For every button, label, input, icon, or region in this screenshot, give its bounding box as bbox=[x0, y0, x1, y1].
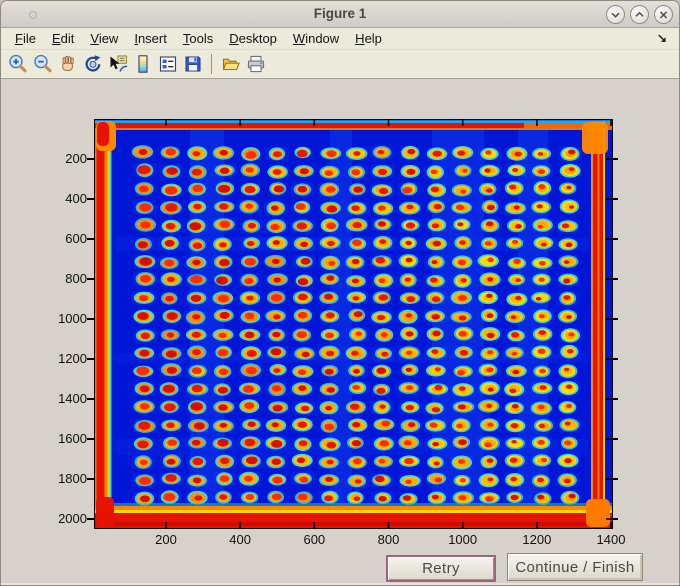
menu-item-insert[interactable]: Insert bbox=[134, 31, 167, 46]
chevron-down-icon bbox=[611, 12, 620, 18]
y-tick-mark-right bbox=[613, 158, 618, 160]
x-tick-label: 600 bbox=[303, 532, 326, 547]
continue-finish-button[interactable]: Continue / Finish bbox=[507, 553, 643, 581]
open-file-icon bbox=[222, 58, 240, 71]
insert-colorbar-icon bbox=[137, 55, 148, 73]
save-figure-icon bbox=[185, 56, 200, 72]
y-tick-mark-right bbox=[613, 478, 618, 480]
menu-item-help[interactable]: Help bbox=[355, 31, 382, 46]
print-figure-button[interactable] bbox=[244, 53, 267, 76]
chevron-up-icon bbox=[635, 11, 644, 17]
y-tick-mark bbox=[87, 278, 94, 280]
y-tick-label: 1600 bbox=[58, 431, 87, 446]
continue-finish-button-label: Continue / Finish bbox=[515, 558, 635, 576]
retry-button[interactable]: Retry bbox=[386, 555, 496, 582]
menu-item-desktop[interactable]: Desktop bbox=[229, 31, 277, 46]
zoom-in-icon bbox=[8, 54, 27, 73]
y-tick-mark-right bbox=[613, 438, 618, 440]
y-tick-label: 400 bbox=[65, 191, 87, 206]
y-tick-mark bbox=[87, 198, 94, 200]
menu-item-window[interactable]: Window bbox=[292, 31, 340, 46]
x-tick-label: 1400 bbox=[596, 532, 626, 547]
data-cursor-icon bbox=[110, 55, 127, 72]
pan-button[interactable] bbox=[56, 53, 79, 76]
y-tick-mark-right bbox=[613, 198, 618, 200]
title-bar[interactable]: Figure 1 bbox=[1, 1, 679, 28]
y-tick-mark bbox=[87, 238, 94, 240]
window-bottom-edge bbox=[1, 583, 679, 585]
rotate-3d-icon bbox=[85, 55, 100, 72]
toolbar-separator bbox=[211, 54, 212, 74]
retry-button-label: Retry bbox=[422, 560, 460, 577]
microarray-heatmap bbox=[94, 119, 613, 529]
toolbar bbox=[1, 50, 679, 79]
insert-colorbar-button[interactable] bbox=[131, 53, 154, 76]
y-tick-mark bbox=[87, 398, 94, 400]
open-file-button[interactable] bbox=[219, 53, 242, 76]
y-tick-mark-right bbox=[613, 358, 618, 360]
y-tick-label: 200 bbox=[65, 151, 87, 166]
y-tick-mark bbox=[87, 358, 94, 360]
insert-legend-button[interactable] bbox=[156, 53, 179, 76]
close-button[interactable] bbox=[654, 5, 673, 24]
y-tick-mark-right bbox=[613, 238, 618, 240]
plot-image[interactable] bbox=[94, 119, 613, 529]
menu-overflow-icon[interactable]: ↘ bbox=[656, 31, 667, 45]
y-tick-mark-right bbox=[613, 278, 618, 280]
pan-icon bbox=[61, 55, 74, 71]
window-controls bbox=[606, 5, 673, 24]
y-tick-mark bbox=[87, 158, 94, 160]
data-cursor-button[interactable] bbox=[106, 53, 129, 76]
y-tick-label: 1800 bbox=[58, 471, 87, 486]
y-tick-label: 1400 bbox=[58, 391, 87, 406]
y-tick-mark bbox=[87, 438, 94, 440]
y-tick-mark-right bbox=[613, 518, 618, 520]
menu-item-view[interactable]: View bbox=[90, 31, 119, 46]
rotate-3d-button[interactable] bbox=[81, 53, 104, 76]
y-tick-label: 1200 bbox=[58, 351, 87, 366]
x-tick-label: 200 bbox=[155, 532, 177, 547]
y-tick-mark bbox=[87, 518, 94, 520]
window-menu-icon bbox=[29, 11, 37, 19]
zoom-out-icon bbox=[33, 54, 52, 73]
x-tick-label: 1000 bbox=[448, 532, 478, 547]
menu-item-tools[interactable]: Tools bbox=[182, 31, 214, 46]
maximize-button[interactable] bbox=[630, 5, 649, 24]
x-tick-label: 1200 bbox=[522, 532, 552, 547]
save-figure-button[interactable] bbox=[181, 53, 204, 76]
minimize-button[interactable] bbox=[606, 5, 625, 24]
y-tick-mark bbox=[87, 478, 94, 480]
x-tick-label: 800 bbox=[377, 532, 400, 547]
figure-canvas: 200 400 600 800 1000 1200 1400 1600 1800 2000 200 4… bbox=[1, 79, 679, 585]
y-tick-label: 800 bbox=[65, 271, 87, 286]
window-title: Figure 1 bbox=[313, 6, 367, 21]
y-tick-label: 1000 bbox=[58, 311, 87, 326]
zoom-in-button[interactable] bbox=[6, 53, 29, 76]
menu-item-file[interactable]: File bbox=[15, 31, 36, 46]
y-tick-label: 600 bbox=[65, 231, 87, 246]
menu-item-edit[interactable]: Edit bbox=[51, 31, 75, 46]
y-tick-mark-right bbox=[613, 398, 618, 400]
zoom-out-button[interactable] bbox=[31, 53, 54, 76]
menu-bar: File Edit View Insert Tools Desktop Window Help… bbox=[1, 28, 679, 50]
print-figure-icon bbox=[247, 55, 264, 73]
x-icon bbox=[659, 11, 668, 19]
y-tick-mark bbox=[87, 318, 94, 320]
insert-legend-icon bbox=[159, 56, 176, 72]
x-tick-label: 400 bbox=[229, 532, 251, 547]
y-tick-mark-right bbox=[613, 318, 618, 320]
y-tick-label: 2000 bbox=[58, 511, 87, 526]
